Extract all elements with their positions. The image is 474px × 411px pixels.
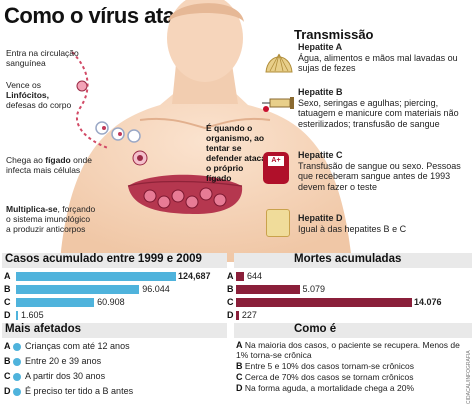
bar-value-label: 96.044 [142,284,170,294]
center-note: É quando o organismo, ao tentar se defen… [206,123,266,183]
bar [236,311,239,320]
how-it-is-header: Como é [234,323,472,338]
bar-category-label: B [227,284,234,294]
how-it-is-list: A Na maioria dos casos, o paciente se re… [236,340,468,393]
list-item: A Crianças com até 12 anos [4,341,130,351]
liver-shape [128,174,243,214]
bar-category-label: D [227,310,234,320]
bar-value-label: 227 [241,310,257,320]
jar-icon [266,209,290,237]
bullet-icon [13,342,22,351]
list-item: C A partir dos 30 anos [4,371,106,381]
bar-value-label: 5.079 [302,284,326,294]
blood-bag-icon: A+ [263,152,289,184]
bar [16,272,176,281]
entry-label: Entra na circulação sanguínea [6,48,79,68]
multiply-label: Multiplica-se, forçando o sistema imunol… [6,204,96,234]
bar [16,311,19,320]
bar-value-label: 1.605 [21,310,44,320]
bar-value-label: 644 [247,271,263,281]
page-title: Como o vírus ataca [4,3,198,28]
credit: CIDACAL/INFOGRAFIA [466,350,472,404]
virus-particles [76,80,148,166]
bar-category-label: A [4,271,11,281]
bar [16,298,95,307]
bullet-icon [13,372,22,381]
bar [236,298,412,307]
bar-category-label: D [4,310,11,320]
bar-value-label: 60.908 [97,297,125,307]
bar [236,285,300,294]
bar-category-label: C [227,297,234,307]
cases-header: Casos acumulado entre 1999 e 2009 [2,253,227,268]
bar-value-label: 124,687 [178,271,211,281]
bar-value-label: 14.076 [414,297,442,307]
blood-bag-label: A+ [268,156,284,166]
list-item: D É preciso ter tido a B antes [4,386,134,396]
hepatite-a-text: Hepatite A Água, alimentos e mãos mal lav… [298,42,458,73]
bar [16,285,140,294]
liver-label: Chega ao fígado onde infecta mais célula… [6,155,93,175]
bar-category-label: C [4,297,11,307]
hepatite-c-text: Hepatite C Transfusão de sangue ou sexo. … [298,150,461,192]
list-item: A Na maioria dos casos, o paciente se re… [236,340,460,360]
list-item: B Entre 20 e 39 anos [4,356,102,366]
list-item: C Cerca de 70% dos casos se tornam crôni… [236,372,414,382]
deaths-header: Mortes acumuladas [234,253,472,268]
bullet-icon [13,387,22,396]
transmission-title: Transmissão [294,27,374,42]
bar [236,272,245,281]
most-affected-list: A Crianças com até 12 anos B Entre 20 e … [4,341,226,397]
list-item: B Entre 5 e 10% dos casos tornam-se crôn… [236,361,415,371]
most-affected-header: Mais afetados [2,323,227,338]
lymphocytes-label: Vence os Linfócitos, defesas do corpo [6,80,72,110]
syringe-icon [262,97,294,112]
bar-category-label: B [4,284,11,294]
list-item: D Na forma aguda, a mortalidade chega a … [236,383,415,393]
shellfish-icon [265,53,293,73]
hepatite-d-text: Hepatite D Igual à das hepatites B e C [298,213,407,234]
bar-category-label: A [227,271,234,281]
bullet-icon [13,357,22,366]
hepatite-b-text: Hepatite B Sexo, seringas e agulhas; pier… [298,87,459,129]
